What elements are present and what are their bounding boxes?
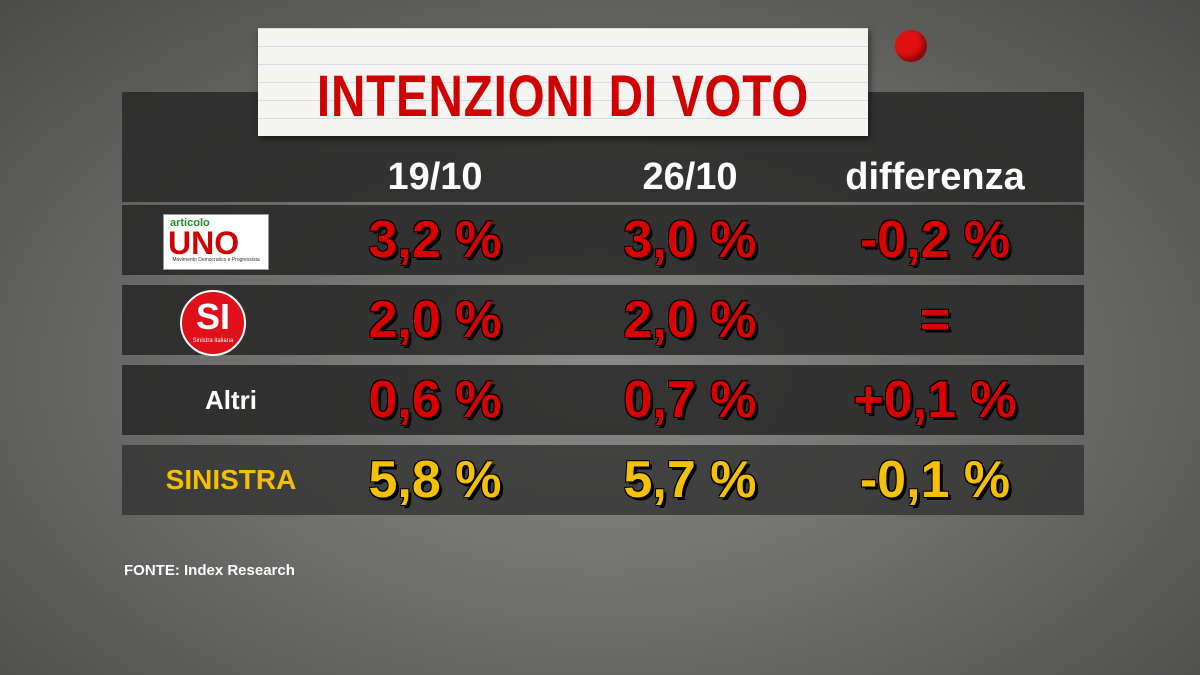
row-label: SINISTRA: [165, 464, 297, 495]
logo-text: articolo: [170, 217, 210, 229]
title: INTENZIONI DI VOTO: [316, 64, 810, 129]
party-logo: SI Sinistra italiana: [180, 290, 246, 356]
cell-value: 2,0 %: [623, 291, 757, 349]
cell-value: 2,0 %: [368, 291, 502, 349]
cell-value: 0,6 %: [368, 371, 502, 429]
row-band: [122, 205, 1084, 275]
row-band: [122, 365, 1084, 435]
pin-icon: [895, 30, 927, 62]
column-header: 26/10: [642, 156, 738, 198]
column-header: 19/10: [387, 156, 483, 198]
source: FONTE: Index Research: [124, 562, 295, 579]
row-band: [122, 285, 1084, 355]
cell-value: =: [919, 291, 951, 349]
cell-value: 3,0 %: [623, 211, 757, 269]
logo-text: UNO: [168, 225, 240, 261]
cell-value: 3,2 %: [368, 211, 502, 269]
party-logo: articolo UNO Movimento Democratico e Pro…: [163, 214, 269, 270]
cell-value: -0,1 %: [859, 451, 1011, 509]
logo-text: SI: [195, 296, 230, 337]
cell-value: 5,8 %: [368, 451, 502, 509]
column-header: differenza: [845, 156, 1025, 198]
row-band: [122, 445, 1084, 515]
logo-text: Movimento Democratico e Progressista: [172, 257, 260, 263]
title-paper: [258, 28, 868, 136]
cell-value: +0,1 %: [853, 371, 1017, 429]
row-label: Altri: [205, 385, 257, 415]
logo-text: Sinistra italiana: [192, 338, 234, 344]
cell-value: 0,7 %: [623, 371, 757, 429]
cell-value: 5,7 %: [623, 451, 757, 509]
cell-value: -0,2 %: [859, 211, 1011, 269]
